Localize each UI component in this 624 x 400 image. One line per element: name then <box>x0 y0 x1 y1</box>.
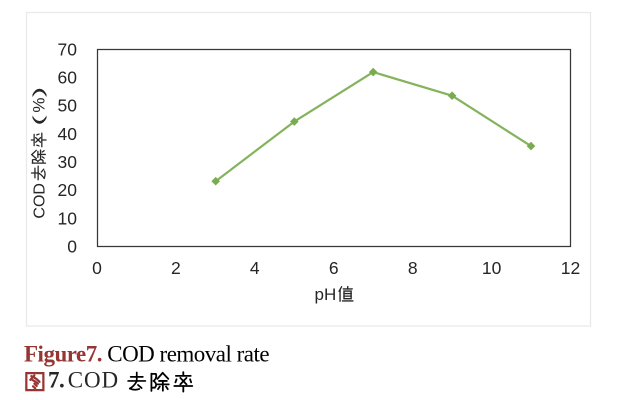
svg-text:0: 0 <box>67 236 77 256</box>
svg-text:60: 60 <box>58 68 78 88</box>
svg-text:%: % <box>29 97 48 112</box>
svg-text:pH: pH <box>315 285 337 304</box>
svg-text:Figure7. COD removal rate: Figure7. COD removal rate <box>24 342 269 367</box>
svg-text:2: 2 <box>171 258 181 278</box>
svg-text:8: 8 <box>408 258 418 278</box>
svg-text:40: 40 <box>58 124 78 144</box>
svg-text:50: 50 <box>58 96 78 116</box>
svg-text:COD: COD <box>31 183 48 219</box>
svg-text:(: ( <box>31 114 47 125</box>
svg-text:0: 0 <box>92 258 102 278</box>
svg-text:7.: 7. <box>48 368 64 393</box>
svg-text:10: 10 <box>58 208 78 228</box>
svg-text:12: 12 <box>561 258 580 278</box>
svg-text:10: 10 <box>482 258 502 278</box>
svg-text:4: 4 <box>250 258 260 278</box>
svg-text:COD: COD <box>68 368 119 393</box>
svg-text:30: 30 <box>58 152 78 172</box>
svg-text:6: 6 <box>329 258 339 278</box>
svg-text:): ) <box>31 87 47 97</box>
svg-text:20: 20 <box>58 180 78 200</box>
svg-text:70: 70 <box>58 39 78 59</box>
